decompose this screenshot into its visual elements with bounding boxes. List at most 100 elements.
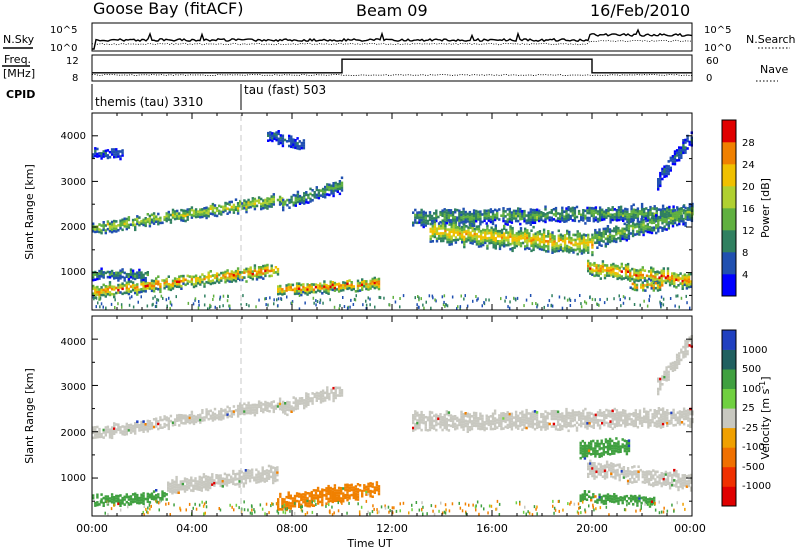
heatmap-cell: [472, 416, 476, 420]
heatmap-cell: [265, 471, 269, 475]
heatmap-cell: [491, 412, 495, 416]
heatmap-cell: [603, 421, 606, 424]
heatmap-cell: [289, 494, 292, 498]
heatmap-cell: [542, 423, 545, 426]
heatmap-cell: [270, 202, 273, 206]
heatmap-cell: [475, 212, 478, 215]
heatmap-cell: [292, 145, 295, 149]
heatmap-cell: [123, 222, 126, 226]
heatmap-cell: [236, 277, 240, 280]
heatmap-cell: [257, 402, 261, 406]
heatmap-cell: [584, 249, 588, 252]
heatmap-cell: [293, 292, 297, 296]
heatmap-cell: [477, 245, 481, 248]
heatmap-cell: [102, 221, 105, 224]
heatmap-cell: [556, 413, 560, 416]
heatmap-cell: [640, 202, 644, 206]
heatmap-cell: [490, 236, 493, 240]
heatmap-cell: [678, 212, 681, 216]
heatmap-cell: [186, 213, 189, 216]
heatmap-cell: [514, 415, 518, 419]
heatmap-cell: [340, 186, 344, 190]
heatmap-cell: [228, 203, 231, 206]
heatmap-cell: [468, 215, 472, 219]
heatmap-cell: [451, 295, 454, 299]
heatmap-cell: [473, 227, 476, 231]
heatmap-cell: [336, 185, 339, 188]
heatmap-cell: [182, 214, 185, 217]
heatmap-cell: [274, 404, 278, 408]
heatmap-cell: [294, 144, 297, 147]
heatmap-cell: [247, 401, 250, 405]
heatmap-cell: [535, 218, 539, 222]
heatmap-cell: [96, 227, 99, 231]
heatmap-cell: [636, 222, 639, 226]
heatmap-cell: [144, 272, 147, 275]
heatmap-cell: [134, 223, 137, 227]
heatmap-cell: [553, 250, 556, 253]
heatmap-cell: [332, 189, 335, 193]
heatmap-cell: [506, 213, 509, 216]
heatmap-cell: [188, 416, 191, 420]
heatmap-cell: [446, 233, 449, 236]
heatmap-cell: [663, 175, 666, 178]
heatmap-cell: [163, 417, 166, 421]
heatmap-cell: [260, 266, 263, 269]
heatmap-cell: [190, 213, 194, 217]
heatmap-cell: [637, 277, 640, 280]
heatmap-cell: [142, 278, 145, 282]
heatmap-cell: [287, 491, 290, 494]
heatmap-cell: [503, 242, 506, 245]
heatmap-cell: [464, 414, 467, 418]
heatmap-cell: [476, 298, 478, 302]
heatmap-cell: [572, 243, 575, 247]
heatmap-cell: [561, 412, 564, 415]
heatmap-cell: [378, 295, 380, 299]
heatmap-cell: [500, 236, 504, 239]
heatmap-cell: [414, 221, 417, 224]
heatmap-cell: [266, 404, 269, 407]
heatmap-cell: [230, 475, 233, 479]
heatmap-cell: [414, 412, 417, 416]
heatmap-cell: [327, 287, 330, 290]
heatmap-cell: [175, 481, 178, 484]
heatmap-cell: [271, 134, 274, 138]
heatmap-cell: [513, 241, 516, 244]
heatmap-cell: [639, 273, 642, 277]
heatmap-cell: [418, 416, 421, 419]
heatmap-cell: [580, 242, 584, 245]
heatmap-cell: [493, 208, 497, 212]
freq-tick-high: 12: [66, 56, 79, 67]
heatmap-cell: [506, 411, 509, 414]
heatmap-cell: [553, 247, 556, 251]
heatmap-cell: [493, 422, 497, 425]
heatmap-cell: [605, 211, 608, 214]
heatmap-cell: [566, 237, 569, 240]
heatmap-cell: [587, 233, 590, 237]
heatmap-cell: [500, 241, 504, 244]
heatmap-cell: [290, 195, 293, 199]
heatmap-cell: [138, 429, 141, 432]
heatmap-cell: [121, 430, 124, 433]
heatmap-cell: [551, 236, 554, 239]
heatmap-cell: [491, 427, 495, 431]
heatmap-cell: [155, 279, 158, 283]
heatmap-cell: [552, 422, 556, 426]
heatmap-cell: [92, 295, 95, 299]
heatmap-cell: [521, 418, 524, 421]
heatmap-cell: [197, 416, 200, 420]
heatmap-cell: [199, 275, 202, 279]
heatmap-cell: [261, 476, 264, 480]
heatmap-cell: [229, 307, 231, 311]
heatmap-cell: [577, 423, 581, 427]
heatmap-cell: [514, 410, 518, 414]
heatmap-cell: [688, 205, 691, 209]
heatmap-cell: [227, 473, 231, 477]
heatmap-cell: [94, 293, 97, 297]
heatmap-cell: [334, 391, 337, 395]
heatmap-cell: [608, 238, 612, 241]
heatmap-cell: [633, 281, 636, 284]
heatmap-cell: [437, 222, 441, 225]
heatmap-cell: [243, 402, 246, 406]
